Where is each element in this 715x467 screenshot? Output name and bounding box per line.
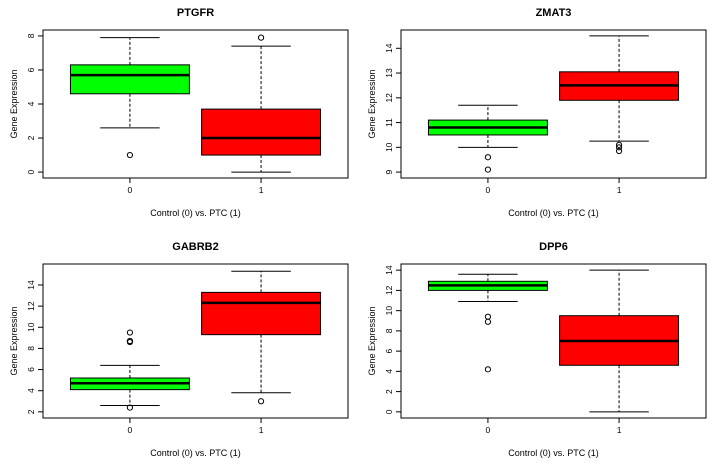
chart-title: GABRB2 <box>172 241 218 253</box>
outlier-point <box>484 366 492 373</box>
box-group-1 <box>559 269 680 413</box>
iqr-box <box>201 108 322 156</box>
y-tick-label: 2 <box>26 135 36 140</box>
y-tick-label: 6 <box>26 67 36 72</box>
y-tick-label: 9 <box>384 169 394 174</box>
x-tick-label: 1 <box>617 185 622 195</box>
y-tick-label: 11 <box>384 118 394 127</box>
x-tick-label: 0 <box>128 425 133 435</box>
x-tick-label: 1 <box>617 425 622 435</box>
outlier-point <box>484 318 492 325</box>
x-tick-label: 1 <box>259 185 264 195</box>
outlier-point <box>126 338 134 346</box>
x-tick-label: 0 <box>128 185 133 195</box>
outlier-point <box>126 329 134 336</box>
outlier-point <box>615 141 623 148</box>
box-group-0 <box>427 104 548 173</box>
y-axis-label: Gene Expression <box>9 306 19 375</box>
box-group-0 <box>427 273 548 373</box>
x-tick-label: 0 <box>486 425 491 435</box>
y-tick-label: 10 <box>384 142 394 152</box>
chart-title: DPP6 <box>539 241 568 253</box>
outlier-point <box>126 404 134 411</box>
box-group-0 <box>69 329 190 411</box>
x-axis-label: Control (0) vs. PTC (1) <box>508 208 599 218</box>
y-tick-label: 4 <box>384 369 394 374</box>
chart-title: ZMAT3 <box>536 7 572 19</box>
plot-frame <box>400 263 707 419</box>
y-axis-label: Gene Expression <box>367 306 377 375</box>
y-axis-label: Gene Expression <box>367 69 377 138</box>
chart-panel-ptgfr: PTGFR 0 2 4 6 8 Gene Expression 0 1 Control (0) v… <box>9 7 349 218</box>
y-tick-label: 0 <box>26 169 36 174</box>
y-tick-label: 14 <box>384 43 394 53</box>
y-tick-label: 12 <box>26 301 36 311</box>
x-axis-label: Control (0) vs. PTC (1) <box>150 208 241 218</box>
y-tick-label: 2 <box>26 409 36 414</box>
y-tick-label: 14 <box>26 280 36 290</box>
y-tick-label: 12 <box>384 285 394 295</box>
iqr-box <box>69 64 190 95</box>
outlier-point <box>615 144 623 151</box>
box-group-1 <box>559 35 680 155</box>
box-group-0 <box>69 37 190 159</box>
y-tick-label: 6 <box>26 367 36 372</box>
y-tick-label: 4 <box>26 101 36 106</box>
x-tick-label: 0 <box>486 185 491 195</box>
outlier-point <box>484 154 492 161</box>
outlier-point <box>484 166 492 173</box>
x-axis-label: Control (0) vs. PTC (1) <box>508 448 599 458</box>
outlier-point <box>615 147 623 155</box>
box-group-1 <box>201 34 322 173</box>
plot-frame <box>42 29 349 179</box>
y-tick-label: 6 <box>384 348 394 353</box>
y-tick-label: 12 <box>384 93 394 103</box>
x-axis-label: Control (0) vs. PTC (1) <box>150 448 241 458</box>
outlier-point <box>126 151 134 159</box>
y-tick-label: 2 <box>384 389 394 394</box>
y-tick-label: 8 <box>384 328 394 333</box>
y-tick-label: 8 <box>26 346 36 351</box>
y-tick-label: 13 <box>384 68 394 78</box>
plot-frame <box>42 263 349 419</box>
chart-panel-dpp6: DPP6 0 2 4 6 8 10 12 14 Gene Expression 0 1 Control … <box>367 241 707 458</box>
box-group-1 <box>201 270 322 405</box>
chart-panel-gabrb2: GABRB2 2 4 6 8 10 12 14 Gene Expression 0 1 Control… <box>9 241 349 458</box>
x-tick-label: 1 <box>259 425 264 435</box>
outlier-point <box>257 34 265 41</box>
y-tick-label: 14 <box>384 265 394 275</box>
y-tick-label: 4 <box>26 388 36 393</box>
outlier-point <box>257 398 265 405</box>
iqr-box <box>201 291 322 336</box>
y-tick-label: 10 <box>384 306 394 316</box>
plot-frame <box>400 29 707 179</box>
y-axis-label: Gene Expression <box>9 69 19 138</box>
y-tick-label: 0 <box>384 409 394 414</box>
chart-title: PTGFR <box>177 7 214 19</box>
y-tick-label: 10 <box>26 322 36 332</box>
outlier-point <box>484 313 492 320</box>
y-tick-label: 8 <box>26 33 36 38</box>
chart-panel-zmat3: ZMAT3 9 10 11 12 13 14 Gene Expression 0 1 Control… <box>367 7 707 218</box>
